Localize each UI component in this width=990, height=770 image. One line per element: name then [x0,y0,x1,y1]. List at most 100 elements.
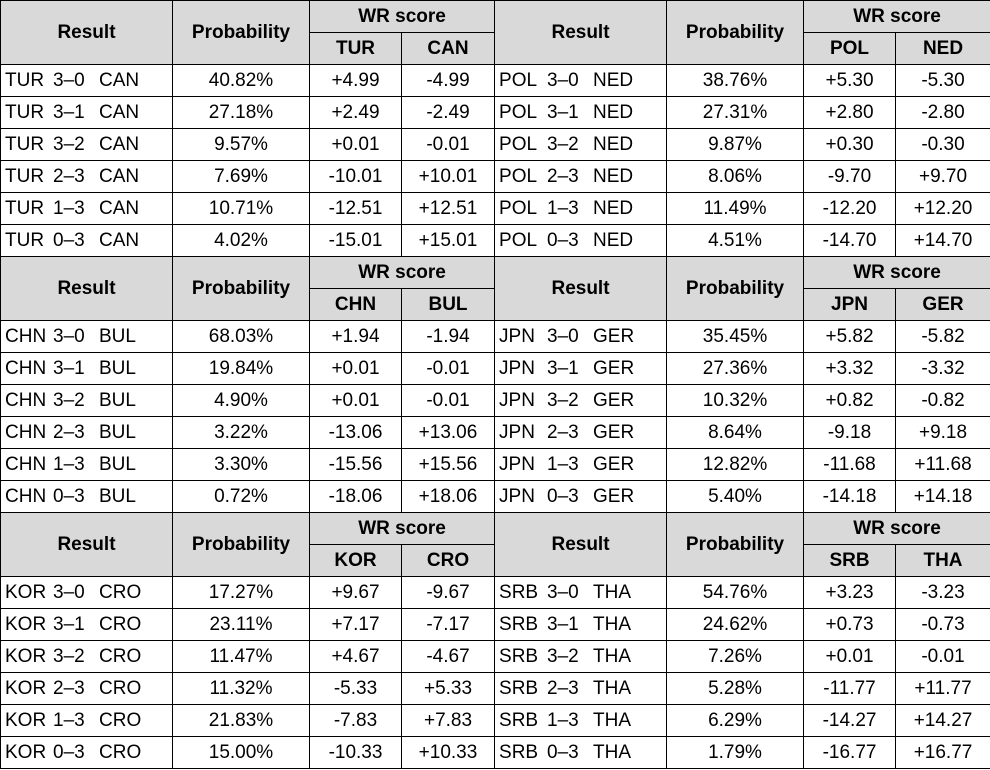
probability-cell: 4.02% [172,224,310,257]
wr-score-team1-cell: +0.30 [803,128,897,161]
team2-name: THA [593,613,632,635]
wr-score-team1-cell: +1.94 [309,320,402,353]
match-score: 0–3 [53,741,85,763]
wr-score-team2-cell: +5.33 [400,672,496,705]
match-score: 1–3 [547,453,579,475]
wr-score-header: WR score [803,256,990,289]
result-cell: TUR 2–3 CAN [0,160,173,193]
result-header: Result [0,0,173,65]
team2-name: THA [593,677,632,699]
team1-name: SRB [499,613,539,635]
table-row: KOR 0–3 CRO 15.00% -10.33 +10.33 SRB 0–3 THA 1.79… [0,736,990,769]
team1-name: TUR [5,197,45,219]
table-row: CHN 1–3 BUL 3.30% -15.56 +15.56 JPN 1–3 GER 12.82… [0,448,990,481]
wr-score-team1-cell: -12.20 [803,192,897,225]
wr-score-team1-cell: -15.01 [309,224,402,257]
wr-score-team2-cell: +9.18 [895,416,990,449]
team1-name: JPN [499,389,535,411]
header-row: Result Probability WR score Result Probabili… [0,256,990,321]
wr-score-team2-cell: +14.70 [895,224,990,257]
match-score: 3–2 [547,645,579,667]
table-row: KOR 3–1 CRO 23.11% +7.17 -7.17 SRB 3–1 THA 24.62%… [0,608,990,641]
wr-score-team1-cell: -9.18 [803,416,897,449]
result-cell: CHN 3–1 BUL [0,352,173,385]
team2-name: NED [593,69,634,91]
team2-name: CRO [99,581,142,603]
wr-score-team1-cell: -16.77 [803,736,897,769]
wr-score-team1-cell: +0.01 [309,128,402,161]
team2-name: BUL [99,325,136,347]
match-score: 0–3 [547,229,579,251]
match-score: 2–3 [547,421,579,443]
header-row-teams: CHN BUL JPN GER [1,288,990,321]
probability-cell: 11.32% [172,672,310,705]
probability-cell: 4.51% [666,224,805,257]
result-header: Result [0,256,173,321]
team1-name: KOR [5,709,47,731]
wr-score-team1-cell: +0.01 [309,384,402,417]
result-cell: POL 0–3 NED [494,224,668,257]
match-score: 3–0 [53,581,85,603]
team1-name: SRB [499,677,539,699]
probability-cell: 54.76% [666,576,805,609]
probability-cell: 1.79% [666,736,805,769]
match-score: 3–1 [53,357,85,379]
wr-score-team2-cell: -7.17 [400,608,496,641]
probability-header: Probability [172,0,310,65]
table-row: TUR 3–1 CAN 27.18% +2.49 -2.49 POL 3–1 NED 27.31%… [0,96,990,129]
team2-name: NED [593,133,634,155]
team1-name: CHN [5,325,47,347]
match-score: 1–3 [547,709,579,731]
team2-name: GER [593,453,635,475]
team2-name: CRO [99,645,142,667]
table-row: TUR 2–3 CAN 7.69% -10.01 +10.01 POL 2–3 NED 8.06%… [0,160,990,193]
wr-score-team1-cell: -12.51 [309,192,402,225]
table-row: TUR 0–3 CAN 4.02% -15.01 +15.01 POL 0–3 NED 4.51%… [0,224,990,257]
result-cell: POL 2–3 NED [494,160,668,193]
team2-name: CAN [99,133,140,155]
result-cell: CHN 3–0 BUL [0,320,173,353]
result-header: Result [0,512,173,577]
probability-cell: 11.47% [172,640,310,673]
probability-header: Probability [666,256,805,321]
wr-score-team1-cell: +3.32 [803,352,897,385]
team1-name: SRB [499,709,539,731]
wr-score-team1-cell: -14.18 [803,480,897,513]
team1-name: POL [499,165,538,187]
team2-name: BUL [99,453,136,475]
wr-score-team2-cell: -4.99 [400,64,496,97]
wr-score-team2-cell: -1.94 [400,320,496,353]
match-score: 3–0 [53,325,85,347]
result-cell: JPN 3–2 GER [494,384,668,417]
wr-score-team2-cell: -0.01 [895,640,990,673]
team2-name: CAN [99,69,140,91]
team1-name: TUR [5,69,45,91]
wr-score-team1-cell: +2.49 [309,96,402,129]
wr-score-team2-cell: -2.49 [400,96,496,129]
team2-name: NED [593,101,634,123]
wr-score-team1-cell: -5.33 [309,672,402,705]
result-cell: JPN 3–0 GER [494,320,668,353]
wr-score-team1-cell: +7.17 [309,608,402,641]
wr-score-team2-cell: -0.30 [895,128,990,161]
result-cell: SRB 3–0 THA [494,576,668,609]
team1-header: POL [803,32,897,65]
table-row: CHN 3–0 BUL 68.03% +1.94 -1.94 JPN 3–0 GER 35.45%… [0,320,990,353]
wr-score-team2-cell: +11.68 [895,448,990,481]
probability-cell: 4.90% [172,384,310,417]
wr-score-team1-cell: +4.67 [309,640,402,673]
result-cell: SRB 0–3 THA [494,736,668,769]
result-cell: KOR 1–3 CRO [0,704,173,737]
wr-score-team2-cell: +10.33 [400,736,496,769]
wr-score-team2-cell: -0.01 [400,128,496,161]
probability-header: Probability [666,0,805,65]
wr-score-header: WR score [308,0,496,33]
team2-name: GER [593,389,635,411]
team1-name: CHN [5,453,47,475]
team1-name: TUR [5,133,45,155]
wr-score-header: WR score [308,256,496,289]
team2-name: CAN [99,165,140,187]
probability-cell: 68.03% [172,320,310,353]
wr-score-team1-cell: +5.82 [803,320,897,353]
